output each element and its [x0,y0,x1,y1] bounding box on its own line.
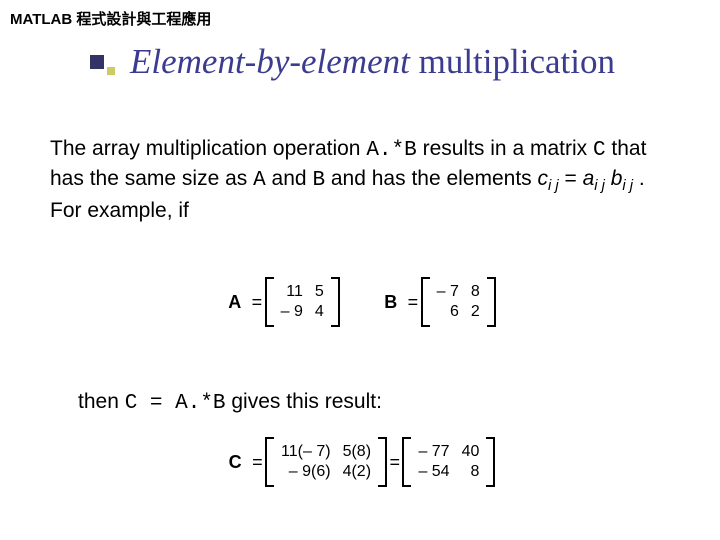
cell: 11 [275,282,309,302]
sub-ij: i j [594,179,605,195]
matrix-a-label: A [228,292,241,313]
matrix-b-label: B [384,292,397,313]
matrix-c-result: – 7740 – 548 [412,442,485,482]
cell: – 77 [412,442,455,462]
matrix-row-ab: A = 115 – 94 B = – 78 62 [0,280,720,324]
cell: 8 [465,282,486,302]
cell: 8 [456,462,486,482]
matrix-c-label: C [229,452,242,473]
bullet-accent-large [90,55,104,69]
t: and has the elements [325,167,537,190]
bullet-accent-small [107,67,115,75]
sub-ij: i j [548,179,559,195]
sub-ij: i j [622,179,633,195]
var-c: c [538,167,549,190]
t: The array multiplication operation [50,137,366,160]
equals-sign: = [252,292,263,313]
matrix-a-wrap: A = 115 – 94 [228,280,336,324]
var-b: b [611,167,623,190]
cell: 4 [309,302,330,322]
cell: – 9 [275,302,309,322]
t: results in a matrix [417,137,593,160]
t: = [559,167,583,190]
t: and [266,167,313,190]
slide-title: Element-by-element multiplication [130,42,615,82]
matrix-c-calc: 11(– 7)5(8) – 9(6)4(2) [275,442,377,482]
cell: 5 [309,282,330,302]
cell: 2 [465,302,486,322]
matrix-row-c: C = 11(– 7)5(8) – 9(6)4(2) = – 7740 – 54… [0,440,720,484]
matrix-b-wrap: B = – 78 62 [384,280,492,324]
cell: 4(2) [337,462,377,482]
cell: 40 [456,442,486,462]
matrix-b: – 78 62 [431,282,486,322]
body-paragraph: The array multiplication operation A.*B … [50,135,670,226]
cell: – 7 [431,282,465,302]
cell: – 54 [412,462,455,482]
matrix-c-calc-bracket: 11(– 7)5(8) – 9(6)4(2) [269,440,383,484]
matrix-c-wrap: C = 11(– 7)5(8) – 9(6)4(2) = – 7740 – 54… [229,440,492,484]
page-header: MATLAB 程式設計與工程應用 [10,8,211,29]
code-c: C [593,139,606,162]
matrix-c-result-bracket: – 7740 – 548 [406,440,491,484]
matrix-a: 115 – 94 [275,282,330,322]
code-a: A [253,169,266,192]
title-rest: multiplication [410,42,615,81]
t: then [78,390,125,413]
title-italic: Element-by-element [130,42,410,81]
equals-sign: = [408,292,419,313]
t: gives this result: [226,390,382,413]
equals-sign: = [252,452,263,473]
cell: 5(8) [337,442,377,462]
matrix-a-bracket: 115 – 94 [269,280,336,324]
code-b: B [312,169,325,192]
code-cab: C = A.*B [125,392,226,415]
matrix-b-bracket: – 78 62 [425,280,492,324]
cell: 11(– 7) [275,442,337,462]
var-a: a [583,167,595,190]
code-ab: A.*B [366,139,416,162]
cell: – 9(6) [275,462,337,482]
equals-sign: = [389,452,400,473]
cell: 6 [431,302,465,322]
then-line: then C = A.*B gives this result: [78,390,382,415]
